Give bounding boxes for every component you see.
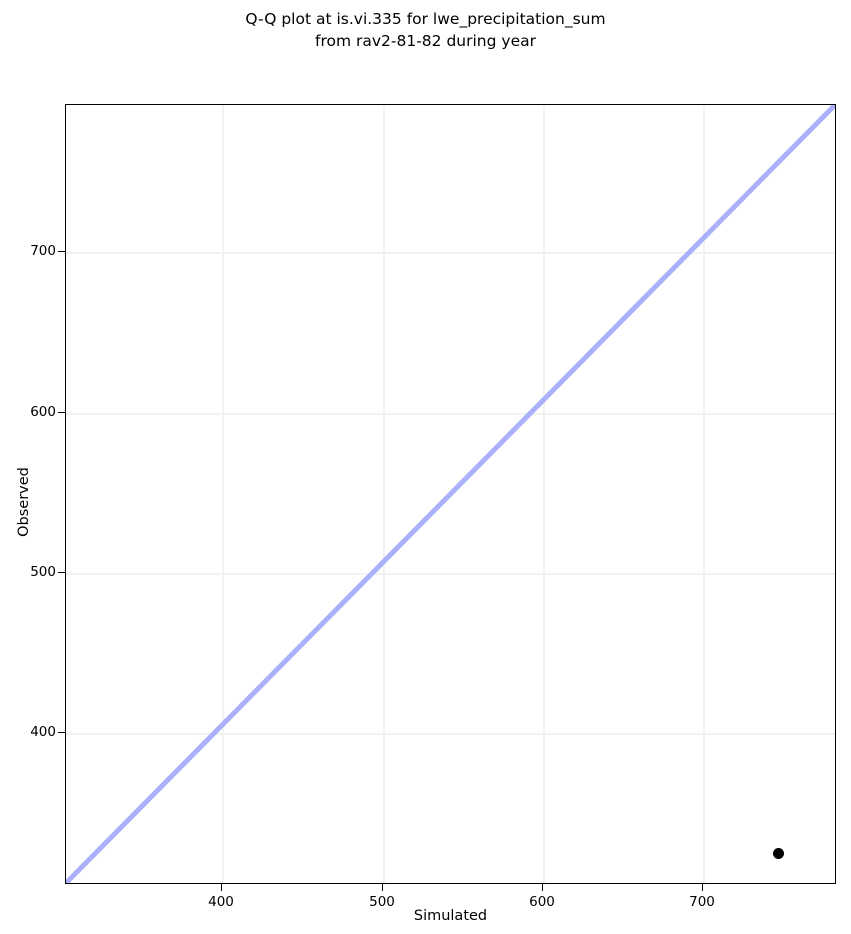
gridline-vertical-400 [222,105,224,883]
gridline-horizontal-600 [66,413,835,415]
plot-area [65,104,836,884]
ytick-label-600: 600 [30,404,56,420]
xtick-label-700: 700 [689,894,715,910]
ytick-600 [58,412,65,414]
gridline-vertical-600 [543,105,545,883]
chart-title: Q-Q plot at is.vi.335 for lwe_precipitat… [245,10,606,50]
gridline-vertical-700 [703,105,705,883]
ytick-500 [58,572,65,574]
xtick-400 [221,884,223,891]
ytick-label-500: 500 [30,564,56,580]
gridline-horizontal-400 [66,733,835,735]
y-axis-label: Observed [16,467,32,537]
xtick-600 [542,884,544,891]
gridline-vertical-500 [383,105,385,883]
gridline-horizontal-500 [66,573,835,575]
ytick-label-700: 700 [30,243,56,259]
x-axis-label: Simulated [413,908,488,924]
xtick-500 [382,884,384,891]
gridline-horizontal-700 [66,252,835,254]
xtick-label-500: 500 [369,894,395,910]
data-point [772,847,784,859]
xtick-label-600: 600 [529,894,555,910]
ytick-400 [58,732,65,734]
xtick-label-400: 400 [208,894,234,910]
ytick-700 [58,251,65,253]
xtick-700 [702,884,704,891]
ytick-label-400: 400 [30,724,56,740]
one-to-one-reference-line [66,105,835,883]
